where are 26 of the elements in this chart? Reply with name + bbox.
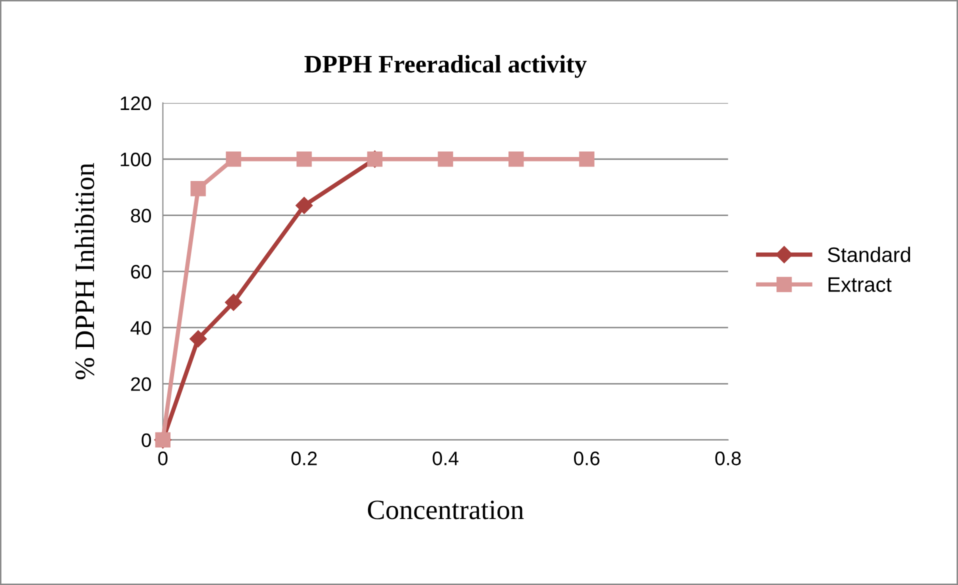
point: [508, 151, 524, 167]
y-tick-label: 120: [120, 96, 151, 110]
y-tick-label: 80: [130, 208, 151, 223]
x-axis-title: Concentration: [368, 500, 524, 520]
x-tick-label: 0.2: [291, 452, 317, 466]
x-tick-label: 0.4: [432, 452, 458, 466]
chart-title: DPPH Freeradical activity: [304, 55, 587, 78]
point: [296, 196, 313, 214]
y-axis-title: % DPPH Inhibition: [74, 163, 94, 380]
point: [224, 294, 242, 311]
x-tick-label: 0: [158, 452, 168, 466]
y-tick-label: 60: [131, 264, 151, 279]
y-tick-label: 0: [142, 433, 151, 448]
point: [438, 151, 454, 167]
legend-label: Extract: [828, 277, 892, 292]
point: [579, 151, 594, 167]
y-tick-label: 100: [120, 152, 151, 166]
legend-label: Standard: [828, 246, 910, 262]
y-tick-label: 20: [131, 377, 151, 391]
point: [226, 151, 242, 167]
x-tick-label: 0.6: [574, 452, 600, 466]
y-tick-label: 40: [130, 321, 151, 335]
point: [190, 180, 206, 196]
x-tick-label: 0.8: [715, 452, 741, 466]
point: [190, 330, 207, 348]
point: [296, 151, 312, 167]
